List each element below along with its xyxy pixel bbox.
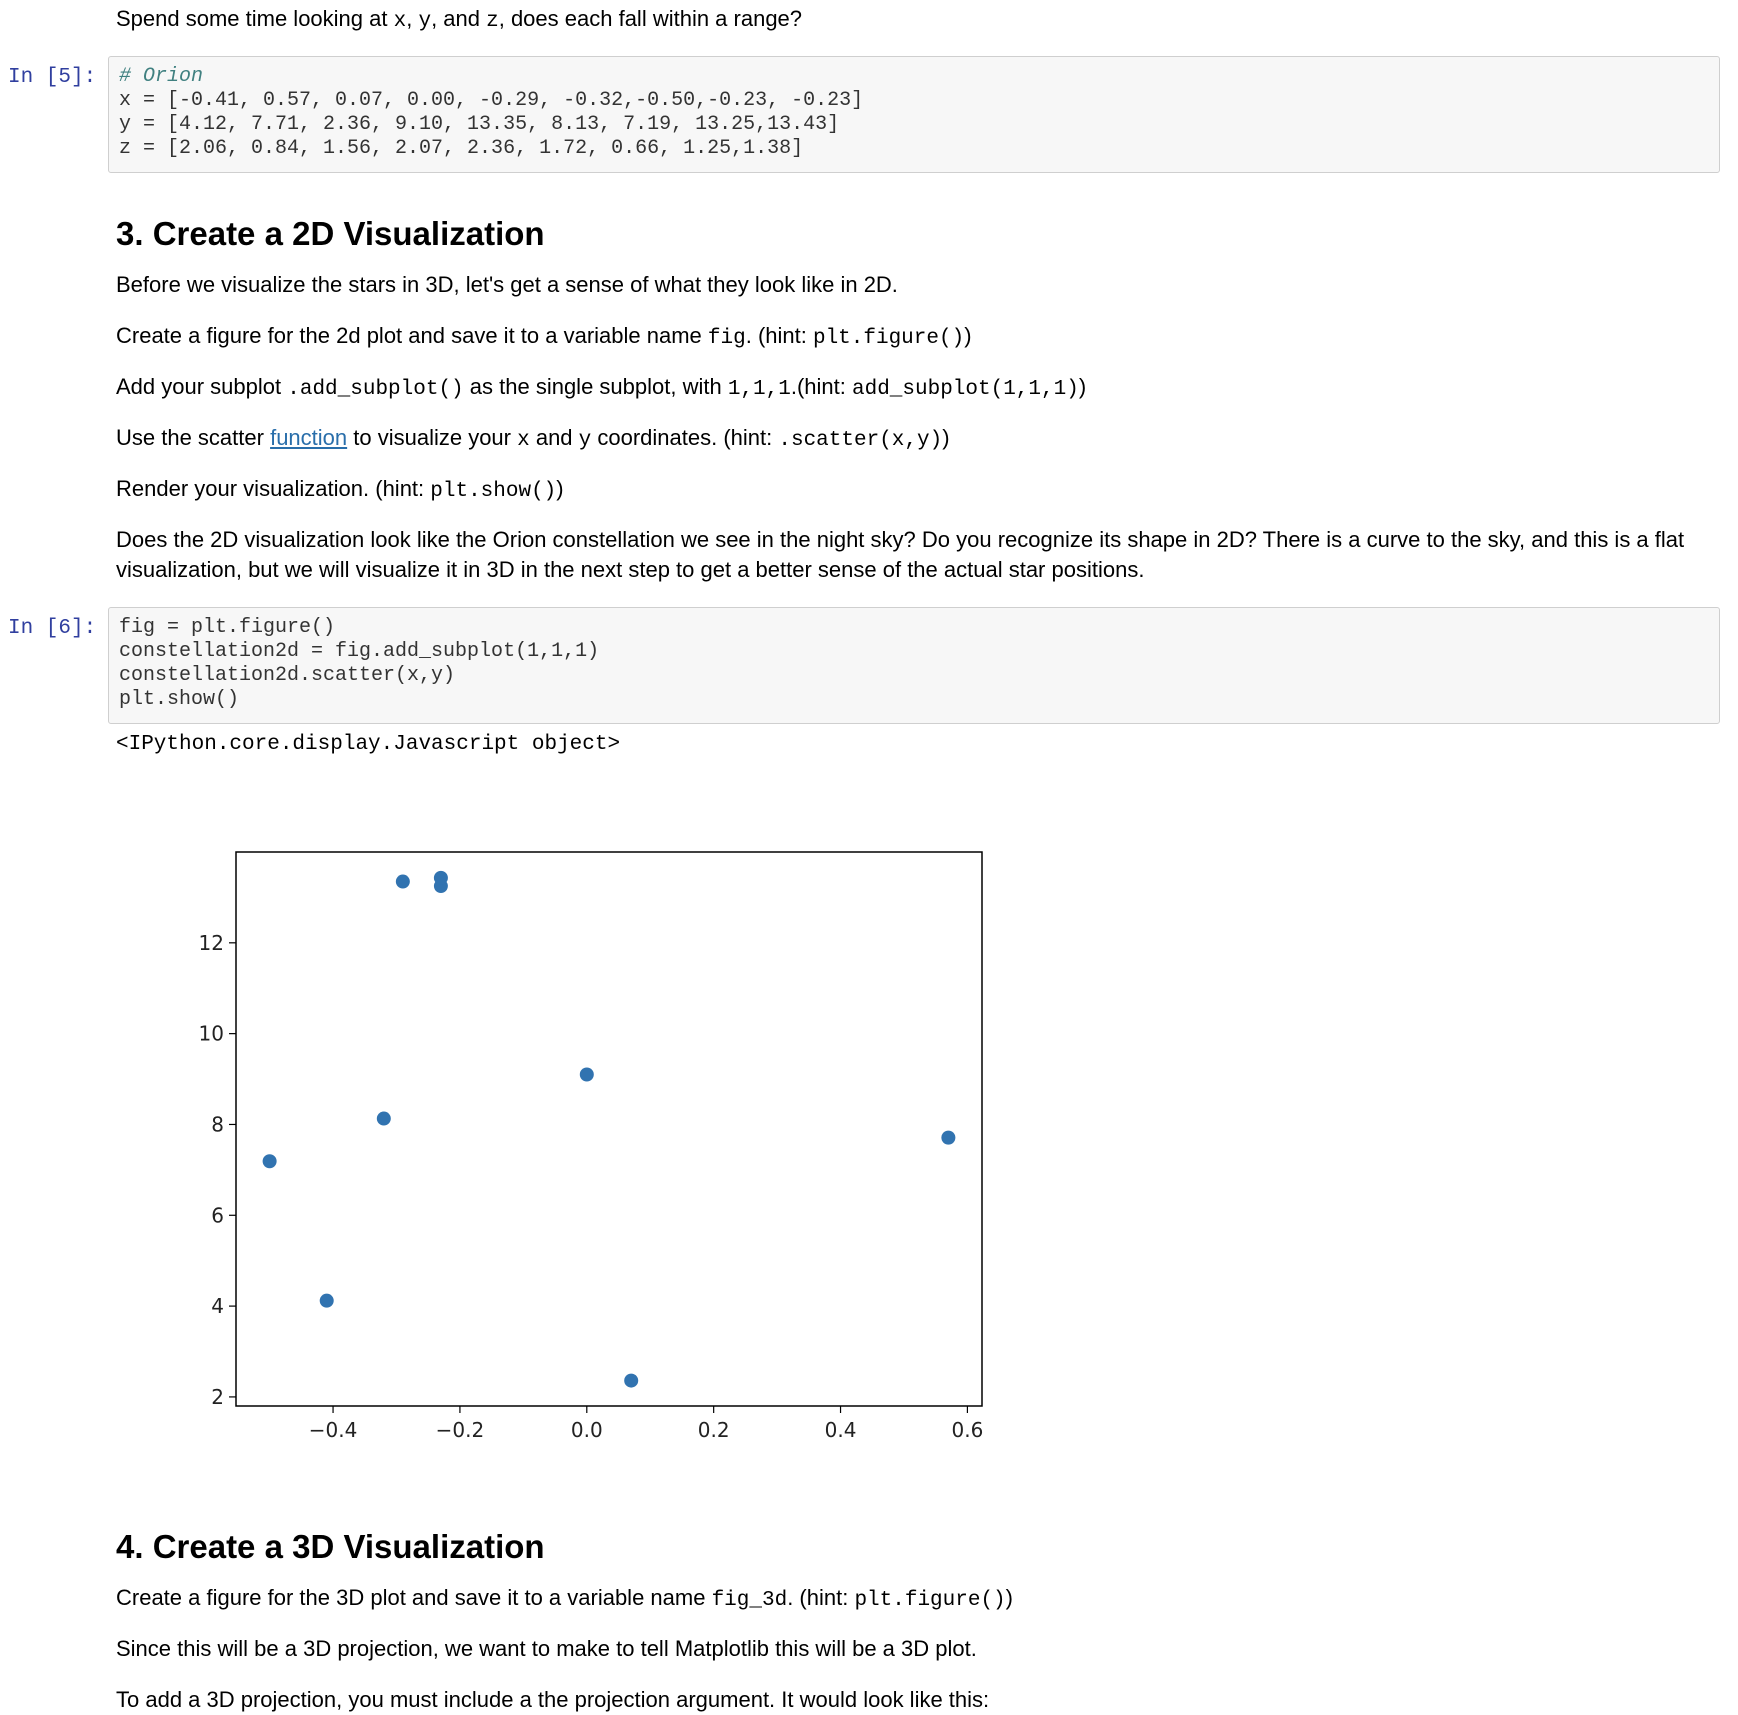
code-plt-figure: plt.figure() <box>812 327 965 350</box>
intro-paragraph: Spend some time looking at x, y, and z, … <box>116 4 1726 37</box>
code-line: z = [2.06, 0.84, 1.56, 2.07, 2.36, 1.72,… <box>119 137 804 160</box>
code-comment: # Orion <box>119 65 204 88</box>
data-point <box>624 1373 639 1388</box>
x-tick-label: 0.2 <box>698 1418 730 1442</box>
text: Create a figure for the 2d plot and save… <box>116 323 708 348</box>
section-3-paragraph-3: Add your subplot .add_subplot() as the s… <box>116 372 1726 405</box>
intro-text: Spend some time looking at <box>116 6 394 31</box>
y-tick-label: 12 <box>199 931 224 955</box>
text: ) <box>556 476 564 501</box>
text: to visualize your <box>347 425 518 450</box>
section-4-paragraph-3: To add a 3D projection, you must include… <box>116 1687 990 1712</box>
text: coordinates. (hint: <box>591 425 779 450</box>
code-x: x <box>517 429 530 452</box>
text: ) <box>964 323 972 348</box>
intro-sep: , and <box>431 6 487 31</box>
intro-text-end: , does each fall within a range? <box>498 6 803 31</box>
text: .(hint: <box>790 374 852 399</box>
data-point <box>376 1111 391 1126</box>
code-add-subplot-111: add_subplot(1,1,1) <box>851 378 1079 401</box>
intro-sep: , <box>406 6 419 31</box>
y-tick-label: 6 <box>211 1203 224 1227</box>
y-tick-label: 10 <box>199 1022 224 1046</box>
code-y: y <box>418 10 432 33</box>
x-tick-label: 0.6 <box>952 1418 984 1442</box>
text: . (hint: <box>787 1585 855 1610</box>
y-tick-label: 2 <box>211 1385 224 1409</box>
text: as the single subplot, with <box>463 374 728 399</box>
code-cell-5[interactable]: # Orion x = [-0.41, 0.57, 0.07, 0.00, -0… <box>108 56 1720 173</box>
y-tick-label: 4 <box>211 1294 224 1318</box>
data-point <box>579 1067 594 1082</box>
section-3-paragraph-2: Create a figure for the 2d plot and save… <box>116 321 1726 354</box>
code-line: x = [-0.41, 0.57, 0.07, 0.00, -0.29, -0.… <box>119 89 864 112</box>
section-3-heading: 3. Create a 2D Visualization <box>116 215 545 252</box>
text: Render your visualization. (hint: <box>116 476 431 501</box>
data-point <box>319 1293 334 1308</box>
data-point <box>395 874 410 889</box>
code-scatter: .scatter(x,y) <box>778 429 943 452</box>
code-fig: fig <box>707 327 746 350</box>
x-tick-label: −0.4 <box>309 1418 358 1442</box>
section-4-paragraph-2: Since this will be a 3D projection, we w… <box>116 1636 977 1661</box>
code-z: z <box>486 10 499 33</box>
code-fig-3d: fig_3d <box>711 1589 788 1612</box>
code-line: constellation2d.scatter(x,y) <box>119 664 456 687</box>
cell-prompt-5: In [5]: <box>8 66 97 89</box>
section-3-paragraph-4: Use the scatter function to visualize yo… <box>116 423 1726 456</box>
x-tick-label: −0.2 <box>436 1418 485 1442</box>
code-x: x <box>393 10 407 33</box>
text: ) <box>1078 374 1087 399</box>
code-line: constellation2d = fig.add_subplot(1,1,1) <box>119 640 600 663</box>
code-add-subplot: .add_subplot() <box>287 378 464 401</box>
code-line: fig = plt.figure() <box>119 616 336 639</box>
code-line: plt.show() <box>119 688 240 711</box>
text: Use the scatter <box>116 425 271 450</box>
section-3-paragraph-5: Render your visualization. (hint: plt.sh… <box>116 474 1726 507</box>
code-line: y = [4.12, 7.71, 2.36, 9.10, 13.35, 8.13… <box>119 113 840 136</box>
code-cell-6[interactable]: fig = plt.figure() constellation2d = fig… <box>108 607 1720 724</box>
text: . (hint: <box>745 323 813 348</box>
code-y: y <box>578 429 592 452</box>
section-4-heading: 4. Create a 3D Visualization <box>116 1528 545 1565</box>
section-3-paragraph-1: Before we visualize the stars in 3D, let… <box>116 272 898 297</box>
text: Add your subplot <box>116 374 288 399</box>
text: ) <box>942 425 950 450</box>
data-point <box>433 870 448 885</box>
data-point <box>941 1130 956 1145</box>
x-tick-label: 0.0 <box>571 1418 603 1442</box>
x-tick-label: 0.4 <box>825 1418 857 1442</box>
cell-output-text: <IPython.core.display.Javascript object> <box>116 733 621 756</box>
plot-area <box>235 851 983 1407</box>
function-link[interactable]: function <box>270 425 348 450</box>
text: and <box>529 425 579 450</box>
code-plt-figure: plt.figure() <box>854 1589 1006 1612</box>
cell-prompt-6: In [6]: <box>8 617 97 640</box>
section-3-paragraph-6: Does the 2D visualization look like the … <box>116 527 1685 582</box>
y-tick-label: 8 <box>211 1112 224 1136</box>
section-4-paragraph-1: Create a figure for the 3D plot and save… <box>116 1583 1726 1616</box>
text: ) <box>1005 1585 1013 1610</box>
code-plt-show: plt.show() <box>430 480 557 503</box>
code-111: 1,1,1 <box>727 378 791 401</box>
data-point <box>262 1154 277 1169</box>
text: Create a figure for the 3D plot and save… <box>116 1585 712 1610</box>
